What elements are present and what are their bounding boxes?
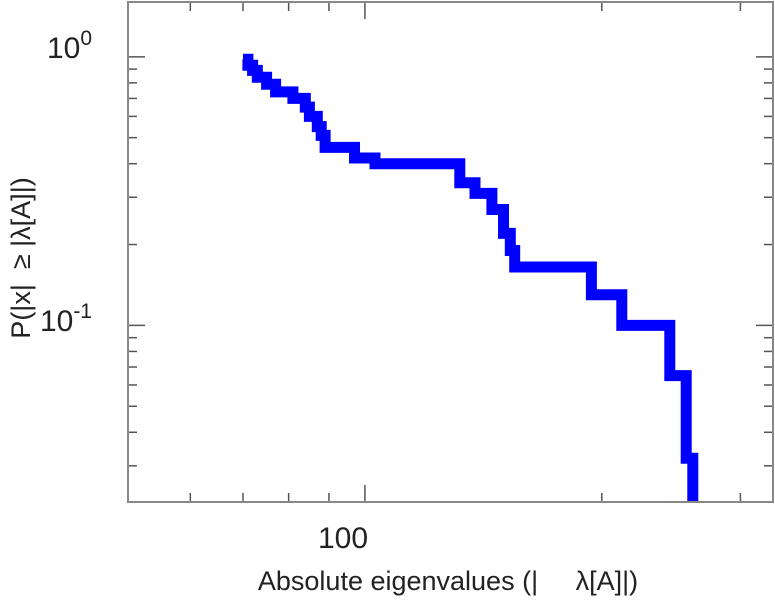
plot-frame <box>127 1 774 503</box>
minor-ticks <box>128 2 773 502</box>
y-tick-label-1e-1: 10-1 <box>40 300 92 338</box>
major-ticks <box>128 2 773 502</box>
y-tick-base: 10 <box>40 305 73 338</box>
x-tick-label-100: 100 <box>318 522 368 555</box>
y-tick-exponent: -1 <box>73 300 92 323</box>
y-tick-label-1e0: 100 <box>47 27 92 65</box>
x-axis-label: Absolute eigenvalues (| λ[A]|) <box>258 566 638 596</box>
series-line <box>242 53 699 502</box>
y-tick-exponent: 0 <box>80 27 92 50</box>
y-tick-base: 10 <box>47 32 80 65</box>
y-axis-label: P(|x| ≥ |λ[A]|) <box>6 177 36 338</box>
